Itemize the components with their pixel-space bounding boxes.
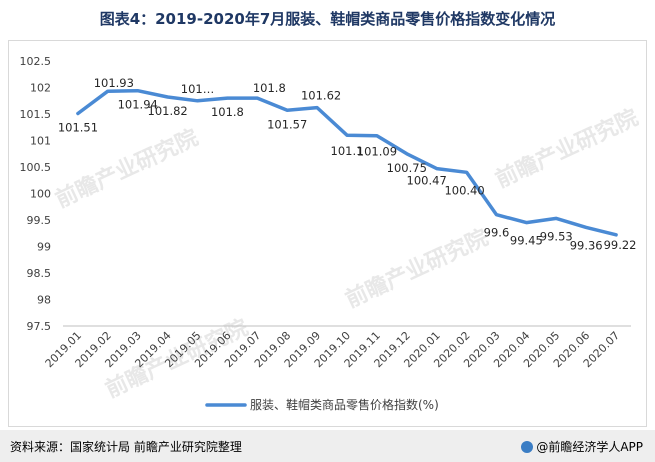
y-tick-label: 99.5 <box>27 214 52 227</box>
data-label: 100.40 <box>444 183 484 197</box>
series-line <box>76 88 618 237</box>
data-label: 101… <box>181 82 214 96</box>
data-label: 101.8 <box>253 81 286 95</box>
legend-label: 服装、鞋帽类商品零售价格指数(%) <box>250 397 439 412</box>
brand-text: @前瞻经济学人APP <box>521 438 643 455</box>
y-tick-label: 98.5 <box>27 267 52 280</box>
y-tick-label: 101.5 <box>20 108 52 121</box>
line-chart: 97.5 98 98.5 99 99.5 100 100.5 101 101.5 102 102.5… <box>20 55 637 412</box>
y-tick-label: 101 <box>30 135 51 148</box>
data-label: 99.45 <box>510 234 543 248</box>
chart-title: 图表4：2019-2020年7月服装、鞋帽类商品零售价格指数变化情况 <box>99 10 556 28</box>
chart-area: 前瞻产业研究院 前瞻产业研究院 前瞻产业研究院 前瞻产业研究院 97.5 98 98… <box>8 40 647 427</box>
footer: 资料来源：国家统计局 前瞻产业研究院整理 @前瞻经济学人APP <box>0 430 655 462</box>
brand-logo-icon <box>521 441 534 453</box>
data-label: 99.22 <box>604 238 637 252</box>
brand-label: @前瞻经济学人APP <box>536 440 643 454</box>
y-tick-label: 99 <box>37 241 51 254</box>
data-label: 101.82 <box>148 104 188 118</box>
y-tick-label: 100.5 <box>20 161 52 174</box>
source-text: 资料来源：国家统计局 前瞻产业研究院整理 <box>10 440 242 454</box>
data-label: 99.53 <box>540 229 573 243</box>
y-tick-label: 102 <box>30 82 51 95</box>
y-tick-label: 100 <box>30 188 51 201</box>
data-label: 101.51 <box>58 120 98 134</box>
data-label: 101.09 <box>357 145 397 159</box>
data-label: 101.57 <box>267 117 307 131</box>
data-label: 99.6 <box>484 226 510 240</box>
data-label: 101.62 <box>301 89 341 103</box>
y-tick-label: 97.5 <box>27 320 52 333</box>
data-label: 101.94 <box>118 98 158 112</box>
data-label: 101.8 <box>211 105 244 119</box>
data-label: 101.93 <box>94 76 134 90</box>
data-label: 100.75 <box>387 161 427 175</box>
y-tick-label: 102.5 <box>20 55 52 68</box>
y-tick-label: 98 <box>37 294 51 307</box>
data-label: 100.47 <box>407 174 447 188</box>
data-label: 101.1 <box>331 144 364 158</box>
data-label: 99.36 <box>570 238 603 252</box>
